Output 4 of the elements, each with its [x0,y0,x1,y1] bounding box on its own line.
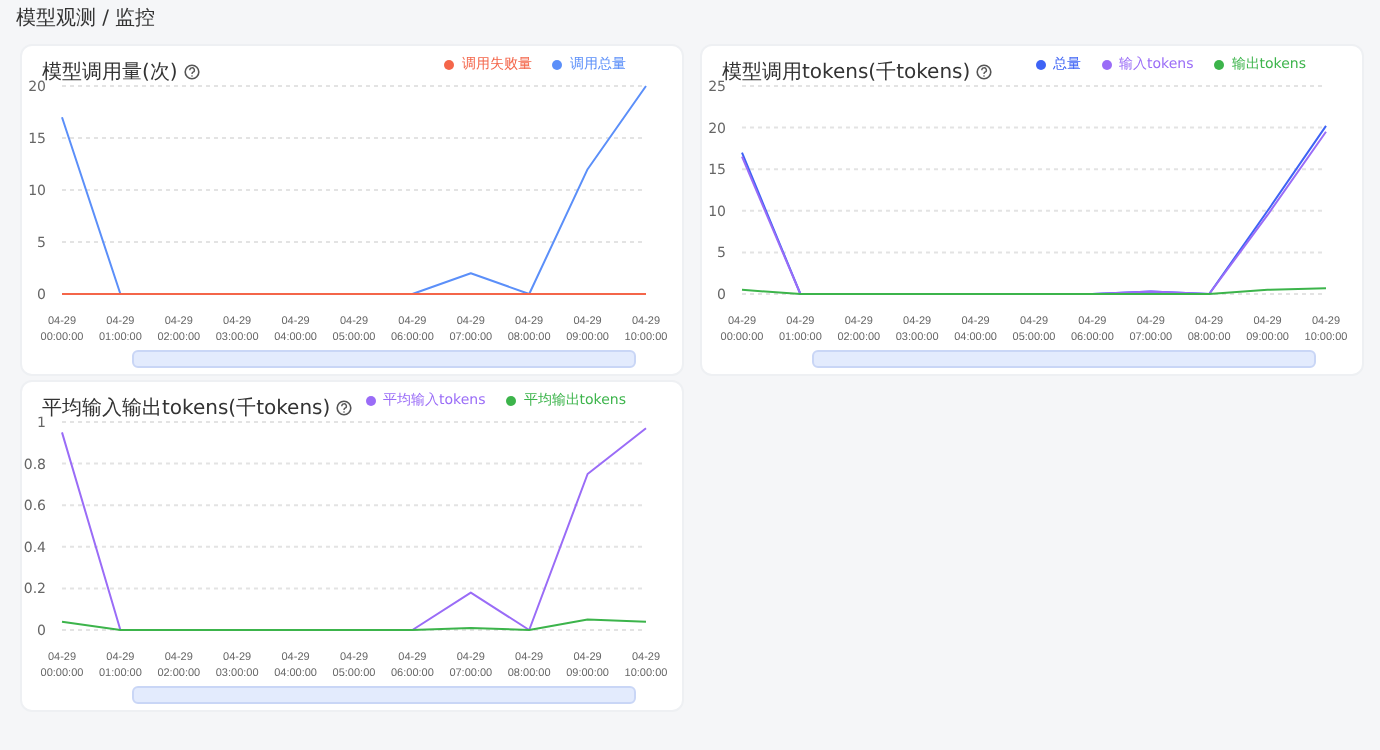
chart-title: 模型调用量(次) [42,59,178,84]
text: 模型观测 / 监控 [16,5,156,32]
chart-title: 平均输入输出tokens(千tokens) [42,395,331,420]
chart-title: 模型调用tokens(千tokens) [722,59,971,84]
